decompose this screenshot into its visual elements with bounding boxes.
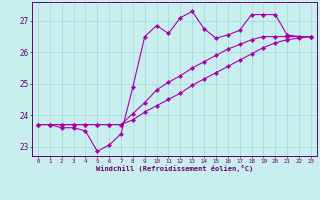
X-axis label: Windchill (Refroidissement éolien,°C): Windchill (Refroidissement éolien,°C) xyxy=(96,165,253,172)
